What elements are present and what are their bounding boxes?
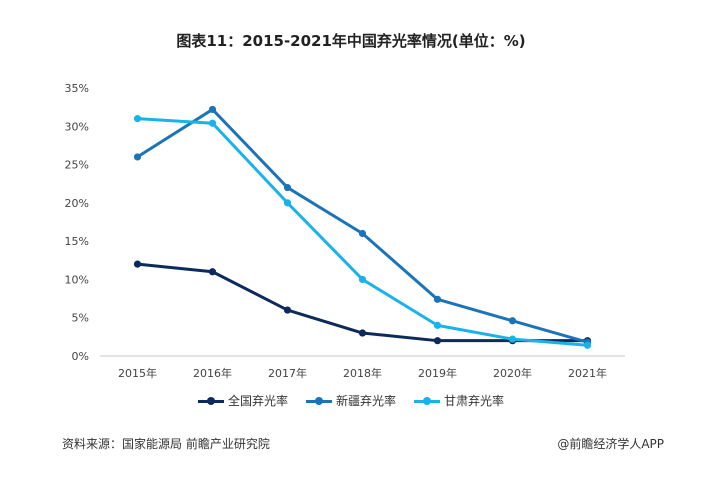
- data-point: [133, 153, 142, 161]
- legend-swatch: [414, 395, 440, 407]
- legend-item-xinjiang: 新疆弃光率: [305, 392, 396, 409]
- series-line-1: [136, 107, 589, 344]
- data-point: [133, 260, 142, 268]
- y-tick-label: 5%: [72, 312, 89, 325]
- series-line-0: [136, 262, 589, 343]
- axes: 0% 5% 10% 15% 20% 25% 30% 35% 2015年 2016年 2017年 201…: [65, 82, 625, 380]
- data-point: [283, 306, 292, 314]
- data-point: [358, 275, 367, 284]
- data-point: [508, 335, 517, 343]
- data-point: [583, 341, 592, 349]
- data-point: [358, 229, 367, 238]
- data-point: [433, 321, 442, 329]
- y-tick-label: 15%: [65, 235, 89, 248]
- data-point: [208, 105, 217, 114]
- data-point: [433, 295, 442, 303]
- data-point: [133, 115, 142, 123]
- x-tick-label: 2020年: [493, 366, 532, 380]
- legend-item-gansu: 甘肃弃光率: [414, 392, 504, 409]
- brand-credit: @前瞻经济学人APP: [557, 437, 664, 451]
- legend-label: 全国弃光率: [227, 394, 288, 408]
- x-tick-label: 2016年: [193, 366, 232, 380]
- y-tick-label: 35%: [65, 82, 89, 95]
- legend-swatch: [197, 395, 224, 407]
- legend: 全国弃光率 新疆弃光率 甘肃弃光率: [0, 392, 702, 409]
- legend-swatch: [305, 395, 332, 407]
- data-point: [208, 119, 217, 127]
- source-note: 资料来源：国家能源局 前瞻产业研究院: [62, 437, 270, 451]
- x-tick-label: 2019年: [418, 366, 457, 380]
- legend-label: 新疆弃光率: [335, 394, 396, 408]
- y-tick-label: 0%: [72, 350, 89, 363]
- legend-item-national: 全国弃光率: [197, 392, 288, 409]
- x-tick-label: 2015年: [118, 366, 157, 380]
- x-tick-label: 2018年: [343, 366, 382, 380]
- y-tick-label: 20%: [65, 197, 89, 210]
- data-point: [283, 183, 292, 192]
- data-point: [508, 317, 517, 325]
- chart-title: 图表11：2015-2021年中国弃光率情况(单位：%): [176, 32, 526, 50]
- y-tick-label: 10%: [65, 273, 89, 286]
- y-tick-label: 25%: [65, 159, 89, 172]
- y-tick-label: 30%: [65, 120, 89, 133]
- series-layer: [133, 105, 592, 349]
- data-point: [433, 337, 442, 345]
- x-tick-label: 2021年: [568, 366, 607, 380]
- data-point: [283, 199, 292, 207]
- data-point: [358, 329, 367, 337]
- x-tick-label: 2017年: [268, 366, 307, 380]
- legend-label: 甘肃弃光率: [444, 394, 505, 408]
- data-point: [208, 268, 217, 276]
